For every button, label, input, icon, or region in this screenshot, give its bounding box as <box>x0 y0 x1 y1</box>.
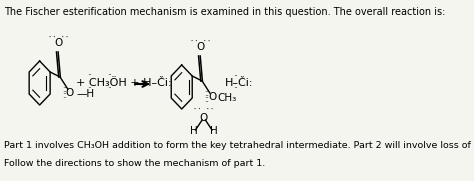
Text: O: O <box>55 38 63 48</box>
Text: The Fischer esterification mechanism is examined in this question. The overall r: The Fischer esterification mechanism is … <box>4 7 446 17</box>
Text: ··: ·· <box>87 85 92 94</box>
Text: Follow the directions to show the mechanism of part 1.: Follow the directions to show the mechan… <box>4 159 265 168</box>
Text: ::: :: <box>204 89 209 98</box>
Text: H: H <box>210 126 218 136</box>
Text: + CH₃ÖH + H–Či:: + CH₃ÖH + H–Či: <box>76 78 172 88</box>
Text: ··: ·· <box>107 71 112 81</box>
Text: H: H <box>190 126 198 136</box>
Text: ::: :: <box>62 92 67 100</box>
Text: ·· ··: ·· ·· <box>48 34 69 40</box>
Text: O: O <box>66 88 74 98</box>
Text: ::: :: <box>62 85 67 94</box>
Text: ··: ·· <box>233 73 237 81</box>
Text: ··: ·· <box>87 71 92 81</box>
Text: ·· ··: ·· ·· <box>193 106 214 112</box>
Text: ·· ··: ·· ·· <box>190 38 211 44</box>
Text: O: O <box>196 42 205 52</box>
Text: CH₃: CH₃ <box>218 93 237 103</box>
Text: H–Či:: H–Či: <box>225 78 253 88</box>
Text: ··: ·· <box>233 85 237 94</box>
Text: O: O <box>208 92 216 102</box>
Text: Part 1 involves CH₃OH addition to form the key tetrahedral intermediate. Part 2 : Part 1 involves CH₃OH addition to form t… <box>4 141 474 150</box>
Text: —H: —H <box>77 89 95 99</box>
Text: ::: :: <box>204 96 209 104</box>
Text: O: O <box>200 113 208 123</box>
Text: ··: ·· <box>107 85 112 94</box>
